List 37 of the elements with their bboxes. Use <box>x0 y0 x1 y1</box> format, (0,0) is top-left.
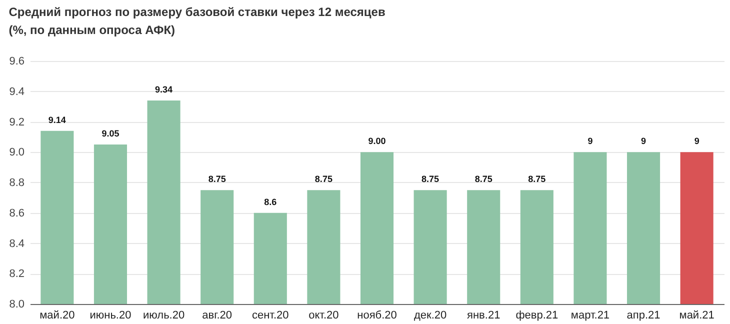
x-tick-label: дек.20 <box>414 310 447 322</box>
x-tick-label: сент.20 <box>252 310 289 322</box>
data-label: 8.75 <box>314 174 332 184</box>
x-tick-label: июнь.20 <box>90 310 132 322</box>
data-label: 9.00 <box>368 136 386 146</box>
x-tick-label: май.21 <box>679 310 714 322</box>
x-tick-label: нояб.20 <box>357 310 397 322</box>
data-label: 8.75 <box>528 174 546 184</box>
y-tick-label: 8.2 <box>9 268 24 280</box>
y-tick-label: 8.0 <box>9 298 24 310</box>
y-tick-label: 9.0 <box>9 146 24 159</box>
data-label: 9.05 <box>102 128 120 139</box>
data-label: 8.6 <box>264 196 277 207</box>
y-tick-label: 9.6 <box>9 56 24 68</box>
chart-title: Средний прогноз по размеру базовой ставки через 12 месяцев <box>8 5 386 19</box>
x-tick-label: май.20 <box>40 310 75 322</box>
y-tick-label: 9.2 <box>9 116 24 128</box>
y-tick-label: 8.4 <box>9 238 24 250</box>
data-label: 9.14 <box>48 114 66 125</box>
x-tick-label: март.21 <box>570 310 610 322</box>
x-tick-label: февр.21 <box>516 310 558 322</box>
x-tick-label: окт.20 <box>308 310 339 322</box>
data-label: 9 <box>588 136 593 146</box>
chart-subtitle: (%, по данным опроса АФК) <box>8 23 176 37</box>
y-tick-label: 9.4 <box>9 86 24 98</box>
data-label: 8.75 <box>208 174 226 184</box>
data-label: 9 <box>641 136 646 146</box>
x-tick-label: июль.20 <box>142 310 185 322</box>
data-label: 8.75 <box>422 174 440 184</box>
y-tick-label: 8.8 <box>9 177 24 189</box>
y-tick-label: 8.6 <box>9 207 24 220</box>
data-label: 8.75 <box>474 174 492 184</box>
x-tick-label: янв.21 <box>467 310 500 322</box>
x-tick-label: авг.20 <box>202 310 232 322</box>
x-tick-label: апр.21 <box>626 310 660 322</box>
data-label: 9 <box>694 136 700 146</box>
data-label: 9.34 <box>155 84 173 94</box>
